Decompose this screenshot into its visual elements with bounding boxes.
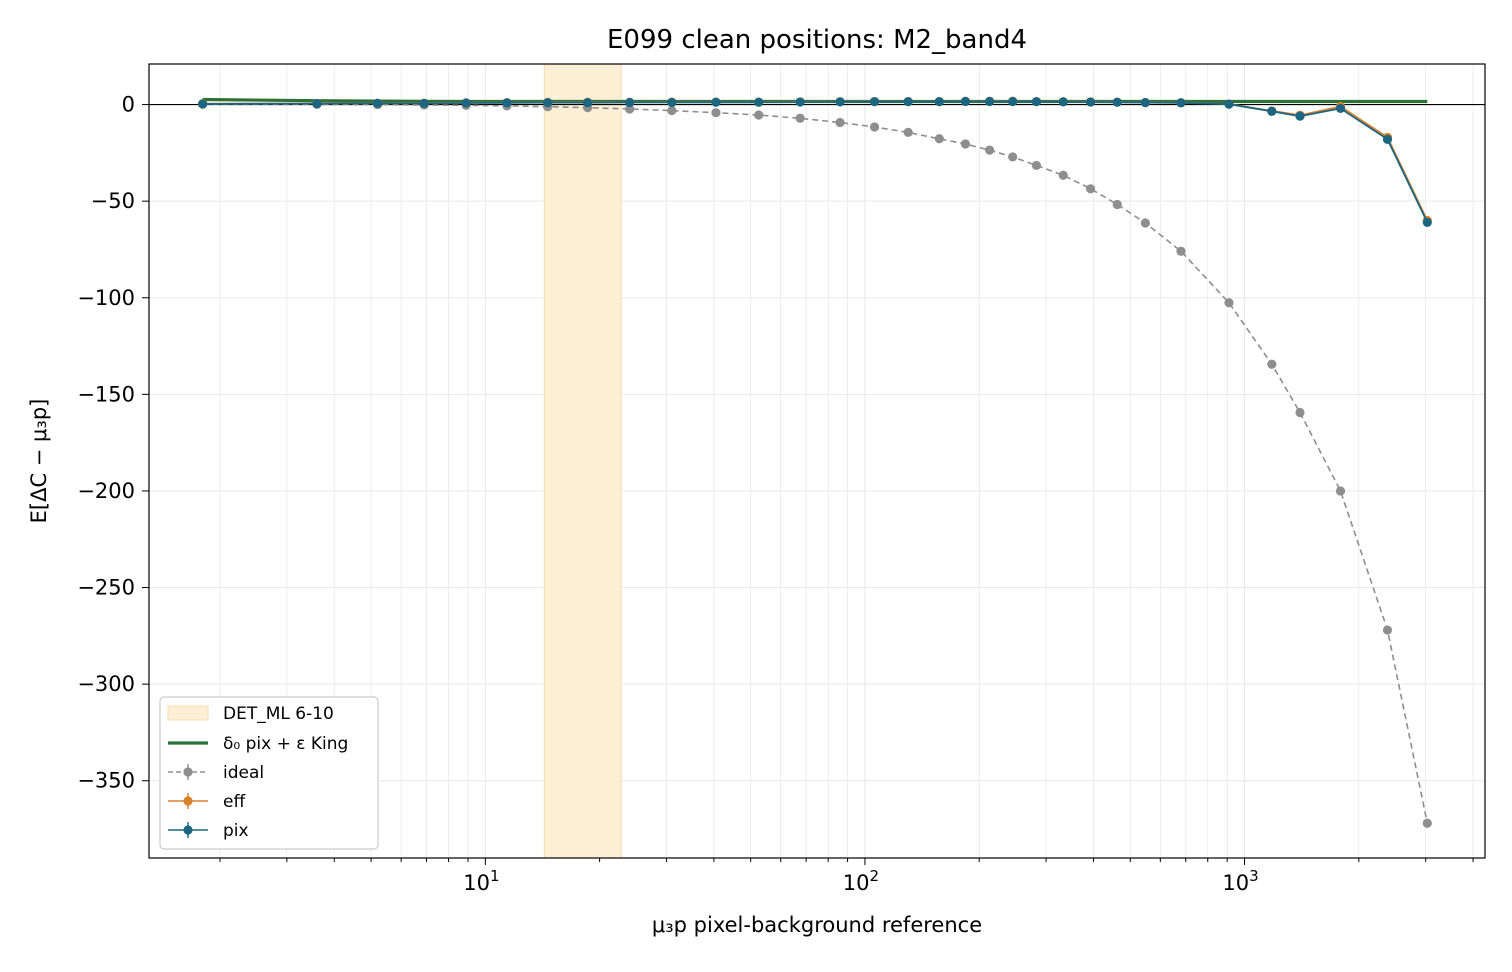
point-ideal bbox=[667, 105, 677, 116]
x-tick-label: 103 bbox=[1222, 867, 1258, 895]
point-ideal bbox=[1085, 184, 1096, 194]
point-pix bbox=[583, 98, 593, 108]
point-pix bbox=[667, 97, 677, 108]
y-tick-label: −350 bbox=[77, 769, 135, 793]
point-pix bbox=[312, 99, 322, 109]
point-pix bbox=[1422, 217, 1432, 228]
point-pix bbox=[1112, 97, 1122, 107]
point-pix bbox=[1335, 103, 1346, 114]
legend-marker-pix bbox=[183, 825, 193, 835]
series-line-ideal bbox=[202, 103, 1429, 824]
point-ideal bbox=[1140, 218, 1150, 228]
point-pix bbox=[625, 97, 635, 108]
legend-marker-ideal bbox=[183, 767, 193, 777]
legend-label-model: δ₀ pix + ε King bbox=[223, 734, 348, 754]
legend-label-det-ml: DET_ML 6-10 bbox=[223, 704, 334, 724]
plot-frame bbox=[148, 63, 1486, 859]
point-pix bbox=[835, 97, 845, 107]
point-pix bbox=[1382, 134, 1393, 144]
point-pix bbox=[869, 97, 880, 107]
point-ideal bbox=[869, 122, 880, 132]
point-ideal bbox=[1176, 246, 1186, 256]
shaded-band bbox=[543, 64, 622, 858]
point-pix bbox=[754, 97, 764, 107]
legend-swatch-det-ml bbox=[167, 705, 209, 721]
point-pix bbox=[372, 98, 383, 109]
point-pix bbox=[1140, 98, 1150, 108]
point-pix bbox=[1031, 97, 1042, 107]
y-tick-label: −200 bbox=[77, 479, 135, 503]
point-pix bbox=[419, 98, 429, 109]
det-ml-band bbox=[543, 64, 622, 858]
point-ideal bbox=[960, 139, 971, 149]
grid bbox=[149, 64, 1485, 858]
point-ideal bbox=[1224, 298, 1234, 308]
legend: DET_ML 6-10 δ₀ pix + ε King ideal eff pix bbox=[159, 696, 379, 850]
point-ideal bbox=[625, 104, 635, 114]
point-pix bbox=[1085, 97, 1096, 107]
legend-label-ideal: ideal bbox=[223, 763, 264, 783]
chart-title: E099 clean positions: M2_band4 bbox=[607, 25, 1027, 55]
point-ideal bbox=[903, 127, 913, 137]
y-tick-label: −300 bbox=[77, 672, 135, 696]
y-tick-label: −50 bbox=[91, 189, 135, 213]
point-ideal bbox=[795, 113, 805, 123]
y-axis-label: E[ΔC − μ₃p] bbox=[27, 399, 51, 524]
x-tick-label: 102 bbox=[843, 867, 879, 895]
point-pix bbox=[502, 98, 512, 108]
point-pix bbox=[1176, 98, 1186, 108]
point-ideal bbox=[1335, 486, 1346, 496]
point-ideal bbox=[1031, 160, 1042, 171]
point-pix bbox=[1224, 99, 1234, 109]
point-ideal bbox=[1267, 359, 1277, 369]
point-pix bbox=[984, 96, 995, 107]
series-layer bbox=[198, 96, 1432, 828]
point-pix bbox=[1058, 97, 1068, 107]
point-ideal bbox=[711, 108, 721, 118]
y-tick-label: −100 bbox=[77, 286, 135, 310]
point-ideal bbox=[984, 145, 995, 155]
y-tick-label: 0 bbox=[122, 93, 135, 117]
point-pix bbox=[903, 97, 913, 107]
y-tick-label: −150 bbox=[77, 382, 135, 406]
point-ideal bbox=[1008, 152, 1018, 162]
point-ideal bbox=[934, 134, 944, 144]
point-pix bbox=[198, 99, 208, 109]
point-pix bbox=[461, 98, 471, 108]
ticks: 101 102 103 0 −50 −100 −150 −200 −250 −300 −350 bbox=[77, 93, 1474, 895]
point-ideal bbox=[1295, 407, 1305, 418]
point-pix bbox=[960, 96, 971, 107]
point-pix bbox=[934, 97, 944, 107]
point-pix bbox=[711, 97, 721, 107]
point-ideal bbox=[1112, 199, 1122, 210]
point-ideal bbox=[754, 110, 764, 120]
point-pix bbox=[1267, 106, 1277, 116]
point-pix bbox=[795, 97, 805, 107]
series-line-pix bbox=[202, 100, 1429, 223]
legend-marker-eff bbox=[183, 796, 193, 806]
x-axis-label: μ₃p pixel-background reference bbox=[652, 913, 982, 937]
x-tick-label: 101 bbox=[463, 867, 499, 895]
point-ideal bbox=[1382, 625, 1393, 635]
point-ideal bbox=[835, 117, 845, 128]
point-ideal bbox=[1422, 818, 1432, 828]
y-tick-label: −250 bbox=[77, 576, 135, 600]
point-ideal bbox=[1058, 170, 1068, 180]
point-pix bbox=[1008, 96, 1018, 107]
legend-box bbox=[159, 696, 379, 850]
point-pix bbox=[1295, 111, 1305, 121]
legend-label-eff: eff bbox=[223, 792, 246, 812]
point-pix bbox=[543, 98, 553, 108]
legend-label-pix: pix bbox=[223, 821, 249, 841]
